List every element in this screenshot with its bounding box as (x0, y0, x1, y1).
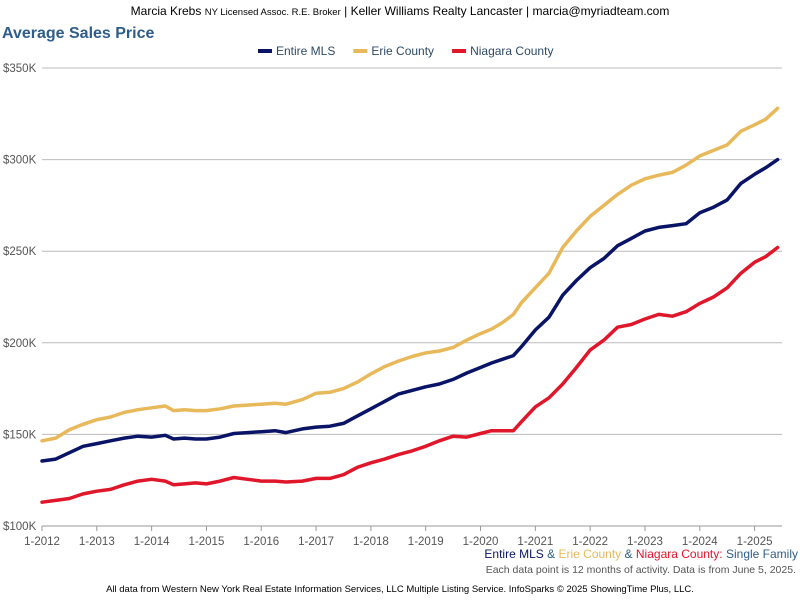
y-tick-label: $200K (3, 338, 37, 350)
x-tick-label: 1-2024 (682, 536, 718, 548)
chart-title: Average Sales Price (2, 25, 155, 42)
chart-subtitle: Entire MLS & Erie County & Niagara Count… (484, 547, 798, 561)
series-lines (40, 106, 780, 504)
y-tick-label: $300K (3, 155, 37, 167)
x-tick-label: 1-2013 (79, 536, 115, 548)
subtitle-erie-county: Erie County (558, 547, 622, 561)
x-tick-label: 1-2022 (572, 536, 608, 548)
header-separator: | (525, 4, 530, 18)
subtitle-amp: & (547, 547, 556, 561)
x-tick-label: 1-2014 (134, 536, 170, 548)
x-axis-ticks: 1-2012 1-2013 1-2014 1-2015 1-2016 1-2017 1-20… (24, 526, 772, 548)
agent-name: Marcia Krebs (130, 4, 202, 18)
subtitle-niagara-county: Niagara County: (635, 547, 723, 561)
x-tick-label: 1-2016 (243, 536, 279, 548)
legend-label-erie: Erie County (371, 44, 434, 58)
series-line-entire (40, 157, 780, 463)
x-tick-label: 1-2023 (627, 536, 663, 548)
agent-header: Marcia Krebs NY Licensed Assoc. R.E. Bro… (0, 0, 800, 22)
agent-email[interactable]: marcia@myriadteam.com (532, 4, 670, 18)
x-tick-label: 1-2018 (353, 536, 389, 548)
agent-license: NY Licensed Assoc. R.E. Broker (204, 7, 341, 18)
x-tick-label: 1-2015 (189, 536, 225, 548)
y-tick-label: $250K (3, 246, 37, 258)
y-tick-label: $100K (3, 521, 37, 533)
x-tick-label: 1-2012 (24, 536, 60, 548)
x-tick-label: 1-2021 (517, 536, 553, 548)
brokerage-name: Keller Williams Realty Lancaster (350, 4, 523, 18)
gridlines (42, 67, 782, 527)
x-tick-label: 1-2017 (298, 536, 334, 548)
legend-label-niagara: Niagara County (470, 44, 553, 58)
x-tick-label: 1-2019 (408, 536, 444, 548)
footer-disclaimer: All data from Western New York Real Esta… (106, 584, 694, 595)
subtitle-entire-mls: Entire MLS (484, 547, 544, 561)
series-line-erie (40, 106, 780, 443)
data-note: Each data point is 12 months of activity… (485, 564, 796, 576)
header-separator: | (344, 4, 348, 18)
y-tick-label: $150K (3, 429, 37, 441)
legend-label-entire: Entire MLS (276, 44, 335, 58)
x-tick-label: 1-2020 (463, 536, 499, 548)
y-axis-ticks: $100K $150K $200K $250K $300K $350K (3, 63, 37, 533)
series-line-niagara (40, 245, 780, 504)
legend: Entire MLS Erie County Niagara County (258, 44, 553, 58)
subtitle-property-type: Single Family (725, 547, 798, 561)
y-tick-label: $350K (3, 63, 37, 75)
x-tick-label: 1-2025 (737, 536, 773, 548)
subtitle-amp: & (624, 547, 633, 561)
